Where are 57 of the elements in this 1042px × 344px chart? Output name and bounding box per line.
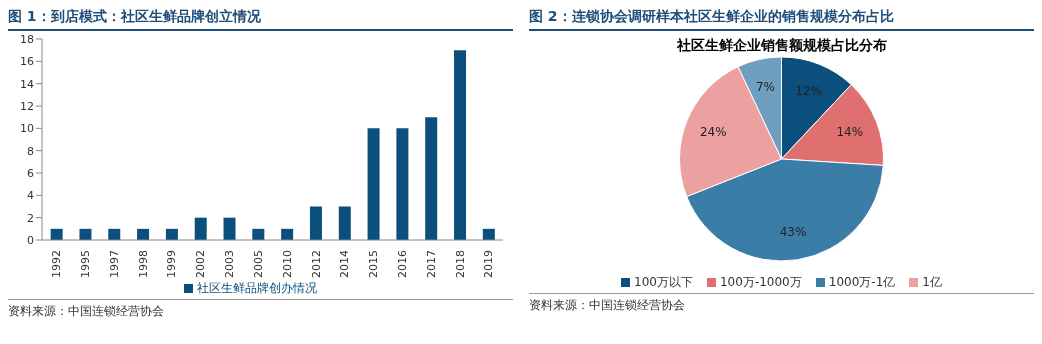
y-tick-label: 4 [27, 189, 34, 203]
text: 资料来源：中国连锁经营协会 [529, 297, 686, 314]
x-tick-label: 2016 [395, 250, 409, 278]
x-tick-label: 2014 [338, 250, 352, 278]
chart-subtitle: 社区生鲜企业销售额规模占比分布 [675, 37, 888, 55]
legend-label: 1000万-1亿 [827, 274, 896, 291]
y-tick-label: 0 [27, 233, 34, 247]
x-tick-label: 2005 [251, 250, 265, 278]
bar [79, 228, 92, 240]
bar [367, 128, 380, 240]
bar [425, 117, 438, 240]
bar [165, 228, 178, 240]
x-tick-label: 1999 [165, 250, 179, 278]
x-tick-label: 2012 [309, 250, 323, 278]
bar [194, 217, 207, 240]
bar [454, 50, 467, 240]
x-tick-label: 1992 [50, 250, 64, 278]
legend-label: 100万以下 [633, 274, 693, 291]
data-label: 12% [795, 83, 822, 98]
bar [223, 217, 236, 240]
data-label: 7% [755, 80, 775, 95]
bar [309, 206, 322, 240]
legend-label: 社区生鲜品牌创办情况 [197, 281, 317, 295]
bar [252, 228, 265, 240]
bar [137, 228, 150, 240]
y-tick-label: 8 [27, 144, 34, 158]
x-tick-label: 1997 [107, 250, 121, 278]
y-tick-label: 6 [27, 166, 34, 180]
y-tick-label: 14 [20, 77, 34, 91]
x-tick-label: 1995 [79, 250, 93, 278]
bar [50, 228, 63, 240]
y-tick-label: 10 [20, 122, 34, 136]
bar [482, 228, 495, 240]
x-tick-label: 2015 [367, 250, 381, 278]
bar [338, 206, 351, 240]
bar [281, 228, 294, 240]
x-tick-label: 2018 [453, 250, 467, 278]
chart-title: 图 2：连锁协会调研样本社区生鲜企业的销售规模分布占比 [529, 8, 1034, 31]
x-tick-label: 2019 [482, 250, 496, 278]
data-label: 14% [836, 124, 864, 139]
y-tick-label: 12 [20, 99, 34, 113]
data-label: 24% [699, 124, 727, 139]
text: 资料来源：中国连锁经营协会 [8, 303, 165, 320]
y-tick-label: 18 [20, 32, 34, 46]
bar [108, 228, 121, 240]
data-label: 43% [779, 224, 807, 239]
x-tick-label: 2017 [424, 250, 438, 278]
x-tick-label: 2003 [223, 250, 237, 278]
x-tick-label: 2002 [194, 250, 208, 278]
legend-label: 1亿 [921, 274, 942, 291]
y-tick-label: 2 [27, 211, 34, 225]
y-tick-label: 16 [20, 55, 34, 69]
x-tick-label: 1998 [136, 250, 150, 278]
x-tick-label: 2010 [280, 250, 294, 278]
bar [396, 128, 409, 240]
legend-label: 100万-1000万 [719, 274, 802, 291]
chart-title: 图 1：到店模式：社区生鲜品牌创立情况 [8, 8, 513, 31]
